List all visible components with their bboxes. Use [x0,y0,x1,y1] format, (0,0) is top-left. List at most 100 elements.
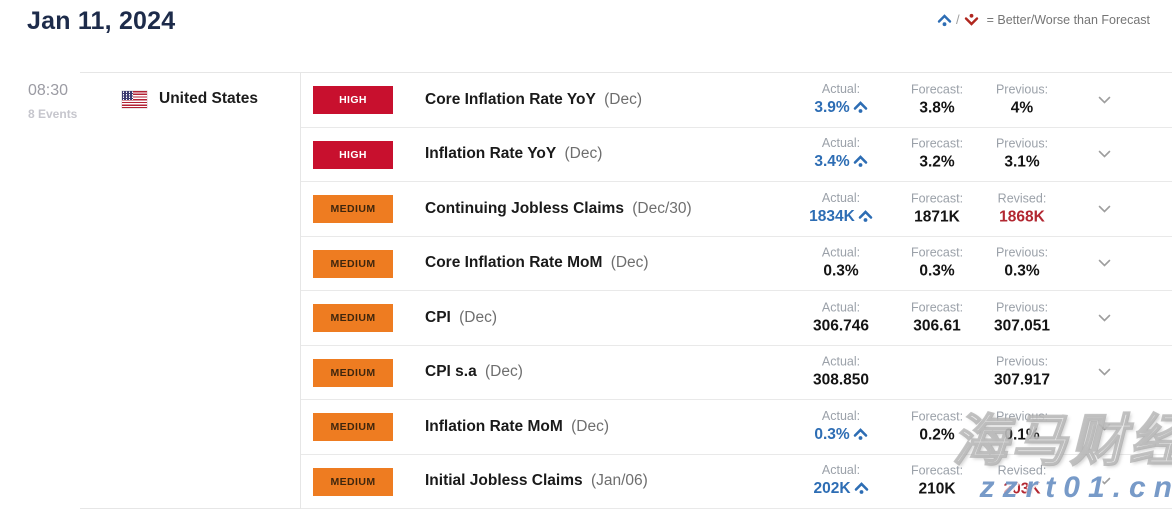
forecast-column: Forecast: 1871K [882,191,992,226]
previous-label: Previous: [995,82,1049,97]
previous-column: Previous: 3.1% [967,137,1077,172]
chevron-down-icon[interactable] [1096,364,1112,380]
previous-column: Previous: 4% [967,82,1077,117]
time-block: 08:30 8 Events [28,82,77,121]
event-row[interactable]: MEDIUM CPI (Dec) Actual: 306.746 Forecas… [301,291,1172,346]
actual-column: Actual: 3.4% [761,136,921,172]
forecast-label: Forecast: [910,463,964,478]
forecast-value: 0.3% [919,262,955,280]
chevron-down-icon[interactable] [1096,92,1112,108]
previous-label: Revised: [997,463,1047,478]
forecast-label: Forecast: [910,136,964,151]
event-name: Inflation Rate YoY (Dec) [425,145,603,163]
actual-value: 306.746 [812,317,870,335]
event-name: CPI (Dec) [425,308,498,326]
previous-label: Previous: [995,409,1049,424]
event-name: Inflation Rate MoM (Dec) [425,417,609,435]
event-row[interactable]: MEDIUM Inflation Rate MoM (Dec) Actual: … [301,400,1172,455]
forecast-column: Forecast: 3.2% [882,137,992,172]
importance-badge: MEDIUM [313,467,393,496]
previous-value: 307.051 [993,317,1051,335]
previous-column: Previous: 0.3% [967,246,1077,281]
actual-label: Actual: [821,81,861,96]
importance-badge: MEDIUM [313,304,393,332]
previous-label: Revised: [997,191,1047,206]
legend-text: = Better/Worse than Forecast [986,12,1150,27]
forecast-column: Forecast: 0.3% [882,246,992,281]
event-row[interactable]: HIGH Inflation Rate YoY (Dec) Actual: 3.… [301,127,1172,182]
forecast-value: 3.2% [919,153,955,171]
actual-value: 0.3% [823,262,859,280]
page-title: Jan 11, 2024 [27,7,176,35]
actual-column: Actual: 0.3% [761,246,921,281]
event-name: Continuing Jobless Claims (Dec/30) [425,199,692,217]
event-period: (Dec) [454,308,498,326]
forecast-value: 210K [918,480,956,498]
event-row[interactable]: MEDIUM Continuing Jobless Claims (Dec/30… [301,182,1172,237]
worse-than-forecast-icon [964,13,979,27]
importance-badge: HIGH [313,86,393,114]
time-label: 08:30 [28,82,69,99]
forecast-column: Forecast: 0.2% [882,409,992,444]
previous-value: 203K [1003,480,1041,498]
previous-column: Previous: 0.1% [967,409,1077,444]
previous-column: Revised: 203K [967,464,1077,499]
event-period: (Dec) [599,90,643,108]
forecast-column: Forecast: 210K [882,464,992,499]
event-period: (Dec) [560,145,603,163]
forecast-value: 1871K [914,208,960,226]
event-row[interactable]: MEDIUM Initial Jobless Claims (Jan/06) A… [301,454,1172,509]
actual-column: Actual: 1834K [761,191,921,227]
actual-value: 3.4% [761,153,921,172]
importance-badge: MEDIUM [313,249,393,278]
country-cell: United States [80,73,300,108]
better-than-forecast-icon [853,427,868,445]
event-period: (Dec) [480,363,523,381]
actual-column: Actual: 306.746 [761,300,921,335]
actual-label: Actual: [821,463,861,478]
event-row[interactable]: HIGH Core Inflation Rate YoY (Dec) Actua… [301,73,1172,128]
previous-value: 307.917 [993,371,1051,389]
chevron-down-icon[interactable] [1096,201,1112,217]
actual-label: Actual: [821,408,861,423]
country-label: United States [159,90,259,107]
previous-column: Revised: 1868K [967,191,1077,226]
event-period: (Dec) [606,254,649,272]
chevron-down-icon[interactable] [1096,473,1112,489]
better-than-forecast-icon [853,100,868,118]
forecast-label: Forecast: [910,300,964,315]
event-name: Initial Jobless Claims (Jan/06) [425,472,648,490]
better-than-forecast-icon [854,481,869,499]
previous-value: 1868K [999,208,1045,226]
forecast-value: 306.61 [913,317,961,335]
previous-value: 4% [1010,99,1034,117]
event-name: CPI s.a (Dec) [425,363,523,381]
actual-column: Actual: 308.850 [761,355,921,390]
events-list: HIGH Core Inflation Rate YoY (Dec) Actua… [301,72,1172,509]
event-row[interactable]: MEDIUM Core Inflation Rate MoM (Dec) Act… [301,236,1172,291]
previous-column: Previous: 307.917 [967,355,1077,390]
event-row[interactable]: MEDIUM CPI s.a (Dec) Actual: 308.850 Pre… [301,345,1172,400]
forecast-value: 0.2% [919,426,955,444]
events-count: 8 Events [28,107,78,121]
country-panel: United States [80,72,301,509]
chevron-down-icon[interactable] [1096,255,1112,271]
actual-label: Actual: [821,300,861,315]
previous-value: 0.1% [1004,426,1040,444]
chevron-down-icon[interactable] [1096,419,1112,435]
better-than-forecast-icon [937,13,952,27]
event-name: Core Inflation Rate YoY (Dec) [425,90,643,108]
previous-value: 3.1% [1004,153,1040,171]
chevron-down-icon[interactable] [1096,310,1112,326]
actual-value: 308.850 [812,371,870,389]
legend-separator: / [955,12,960,27]
actual-label: Actual: [821,245,861,260]
actual-value: 1834K [761,208,921,227]
previous-column: Previous: 307.051 [967,300,1077,335]
us-flag-icon [122,90,147,108]
chevron-down-icon[interactable] [1096,146,1112,162]
actual-label: Actual: [821,190,861,205]
actual-label: Actual: [821,136,861,151]
actual-column: Actual: 3.9% [761,82,921,118]
event-name: Core Inflation Rate MoM (Dec) [425,254,649,272]
